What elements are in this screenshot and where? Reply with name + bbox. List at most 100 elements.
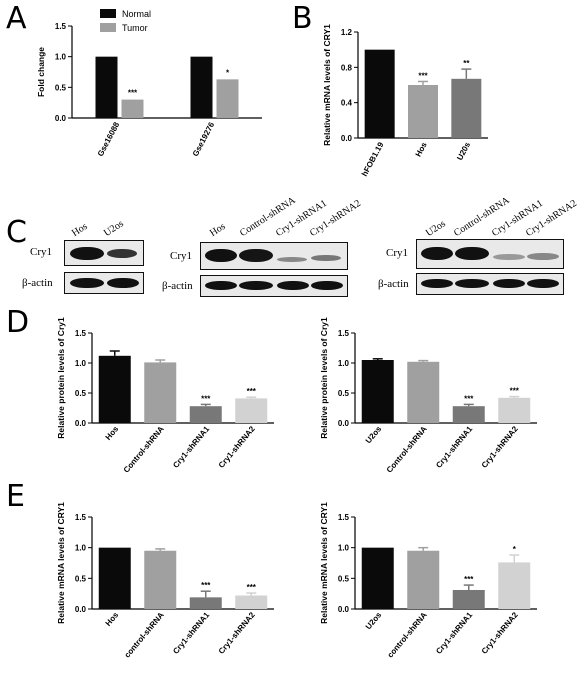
y-tick-label: 1.5 bbox=[55, 22, 67, 31]
blot1-cry1-strip bbox=[64, 240, 144, 266]
bar bbox=[408, 85, 438, 138]
x-tick-label: Cry1-shRNA2 bbox=[217, 424, 257, 470]
y-axis-label: Relative mRNA levels of CRY1 bbox=[319, 502, 329, 624]
blot2-row-label: Cry1 bbox=[170, 250, 192, 262]
significance-marker: *** bbox=[247, 387, 257, 396]
bar bbox=[190, 56, 213, 118]
bar bbox=[95, 56, 118, 118]
x-tick-label: U20s bbox=[455, 140, 472, 162]
bar bbox=[216, 79, 239, 118]
bar bbox=[189, 597, 222, 609]
significance-marker: *** bbox=[128, 89, 138, 98]
significance-marker: *** bbox=[201, 394, 211, 403]
legend-swatch bbox=[100, 9, 116, 18]
significance-marker: *** bbox=[464, 394, 474, 403]
bar bbox=[144, 362, 177, 423]
y-tick-label: 1.0 bbox=[338, 544, 350, 553]
legend-label: Normal bbox=[122, 9, 151, 19]
panel-label-a: A bbox=[6, 1, 27, 36]
x-tick-label: Cry1-shRNA1 bbox=[434, 424, 474, 470]
significance-marker: ** bbox=[463, 59, 470, 68]
y-tick-label: 1.0 bbox=[75, 544, 87, 553]
y-tick-label: 0.4 bbox=[341, 99, 353, 108]
bar bbox=[451, 78, 482, 138]
bar bbox=[144, 550, 177, 609]
blot1-row-label: Cry1 bbox=[30, 246, 52, 258]
y-tick-label: 1.5 bbox=[75, 329, 87, 338]
bar bbox=[235, 398, 268, 423]
x-tick-label: Cry1-shRNA2 bbox=[480, 424, 520, 470]
x-tick-label: hFOB1.19 bbox=[360, 140, 386, 178]
x-tick-label: Cry1-shRNA2 bbox=[480, 610, 520, 656]
y-axis-label: Relative protein levels of Cry1 bbox=[56, 317, 66, 439]
x-tick-label: Hos bbox=[104, 424, 121, 442]
bar bbox=[361, 360, 394, 423]
bar bbox=[361, 547, 394, 609]
panel-label-d: D bbox=[6, 305, 30, 340]
y-tick-label: 0.5 bbox=[338, 574, 350, 583]
bar bbox=[498, 397, 531, 423]
chart-b: 0.0 0.4 0.8 1.2 Relative mRNA levels of CRY1… bbox=[322, 24, 488, 178]
chart-a: 0.0 0.5 1.0 1.5 Fold change *** Gse16088 * Gse19… bbox=[36, 9, 262, 158]
y-tick-label: 0.0 bbox=[75, 419, 87, 428]
y-tick-label: 0.0 bbox=[338, 419, 350, 428]
x-tick-label: Control-shRNA bbox=[385, 424, 429, 474]
x-tick-label: Hos bbox=[414, 140, 429, 158]
blot2-lane-label: Hos bbox=[208, 220, 228, 239]
y-axis-label: Relative mRNA levels of CRY1 bbox=[322, 24, 332, 146]
x-tick-label: control-shRNA bbox=[123, 610, 166, 659]
y-tick-label: 1.0 bbox=[338, 359, 350, 368]
y-tick-label: 1.5 bbox=[75, 513, 87, 522]
y-axis-label: Fold change bbox=[36, 47, 46, 97]
y-tick-label: 1.2 bbox=[341, 28, 353, 37]
y-tick-label: 0.0 bbox=[338, 605, 350, 614]
y-tick-label: 0.0 bbox=[341, 134, 353, 143]
significance-marker: *** bbox=[418, 71, 428, 80]
y-tick-label: 1.0 bbox=[55, 53, 67, 62]
chart-e-right: 0.0 0.5 1.0 1.5 Relative mRNA levels of CRY1… bbox=[319, 502, 537, 660]
x-tick-label: Gse19276 bbox=[191, 120, 217, 158]
blot1-actin-strip bbox=[64, 272, 144, 294]
significance-marker: *** bbox=[247, 583, 257, 592]
y-tick-label: 0.5 bbox=[75, 574, 87, 583]
x-tick-label: Cry1-shRNA1 bbox=[434, 610, 474, 656]
x-tick-label: Control-shRNA bbox=[122, 424, 166, 474]
blot3-cry1-strip bbox=[416, 239, 564, 269]
blot3-row-label: Cry1 bbox=[386, 247, 408, 259]
bar bbox=[189, 406, 222, 423]
y-tick-label: 0.5 bbox=[338, 389, 350, 398]
x-tick-label: U2os bbox=[364, 610, 384, 631]
blot1-lane-label: U2os bbox=[102, 218, 126, 239]
blot1-lane-label: Hos bbox=[70, 220, 90, 239]
panel-label-e: E bbox=[6, 479, 25, 514]
bar bbox=[498, 562, 531, 609]
y-tick-label: 0.5 bbox=[55, 83, 67, 92]
x-tick-label: Gse16088 bbox=[96, 120, 122, 158]
y-axis-label: Relative mRNA levels of CRY1 bbox=[56, 502, 66, 624]
y-tick-label: 0.0 bbox=[75, 605, 87, 614]
x-tick-label: U2os bbox=[364, 424, 384, 445]
y-tick-label: 0.0 bbox=[55, 114, 67, 123]
significance-marker: *** bbox=[464, 575, 474, 584]
y-tick-label: 0.8 bbox=[341, 63, 353, 72]
x-tick-label: Cry1-shRNA2 bbox=[217, 610, 257, 656]
bar bbox=[98, 547, 131, 609]
blot2-actin-strip bbox=[200, 275, 348, 297]
bar bbox=[407, 550, 440, 609]
bar bbox=[98, 355, 131, 423]
legend-swatch bbox=[100, 23, 116, 32]
blot2-cry1-strip bbox=[200, 242, 348, 270]
blot3-actin-strip bbox=[416, 273, 564, 295]
bar bbox=[407, 361, 440, 423]
blot2-row-label: β-actin bbox=[162, 280, 193, 292]
bar bbox=[452, 589, 485, 609]
y-tick-label: 1.5 bbox=[338, 513, 350, 522]
panel-label-b: B bbox=[292, 1, 313, 36]
significance-marker: * bbox=[513, 545, 517, 554]
x-tick-label: Hos bbox=[104, 610, 121, 628]
y-axis-label: Relative protein levels of Cry1 bbox=[319, 317, 329, 439]
x-tick-label: Cry1-shRNA1 bbox=[171, 424, 211, 470]
panel-label-c: C bbox=[6, 215, 27, 250]
y-tick-label: 1.5 bbox=[338, 329, 350, 338]
x-tick-label: Cry1-shRNA1 bbox=[171, 610, 211, 656]
